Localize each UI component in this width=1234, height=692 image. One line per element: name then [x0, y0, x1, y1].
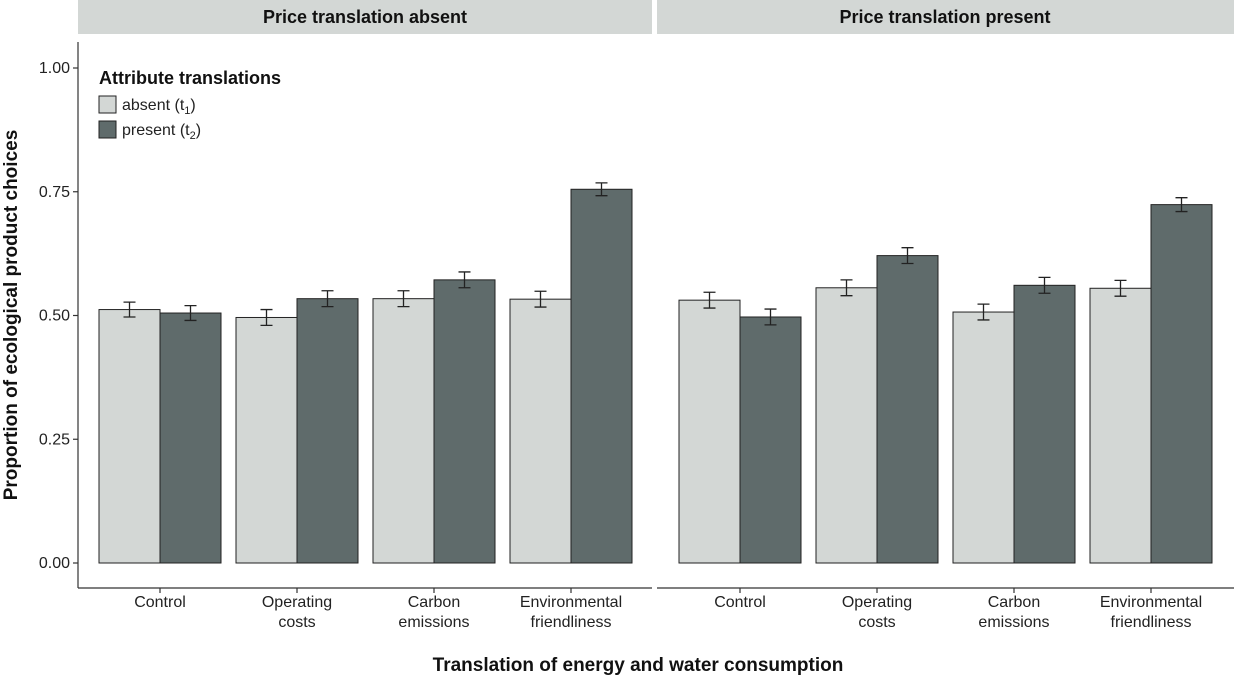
bars-layer — [98, 188, 1213, 564]
y-axis-ticks: 0.00 0.25 0.50 0.75 1.00 — [39, 60, 78, 572]
error-bar-price-present-environmental-friendliness-absent — [1114, 279, 1127, 297]
x-axis-ticks: Control Operating costs Carbon emissions Envi… — [134, 588, 1202, 631]
error-bar-price-present-environmental-friendliness-present — [1175, 197, 1188, 213]
bar-price-absent-control-present — [159, 312, 222, 564]
error-bar-price-absent-operating-costs-absent — [260, 308, 273, 327]
bar-price-present-control-present — [739, 316, 802, 564]
legend-swatch-absent — [98, 95, 117, 114]
bar-price-present-carbon-emissions-absent — [952, 311, 1015, 564]
error-bar-price-absent-control-absent — [123, 301, 136, 318]
y-tick-label: 0.25 — [39, 431, 70, 448]
error-bar-price-present-control-absent — [703, 291, 716, 309]
bar-price-absent-operating-costs-absent — [235, 316, 298, 564]
y-axis-title: Proportion of ecological product choices — [1, 130, 22, 501]
x-tick-label-price-absent-operating-costs: Operating costs — [262, 594, 332, 631]
facet-title-present: Price translation present — [839, 7, 1050, 27]
facet-strip-absent — [78, 0, 652, 34]
bar-price-absent-environmental-friendliness-absent — [509, 298, 572, 564]
y-tick-label: 0.75 — [39, 184, 70, 201]
bar-price-present-operating-costs-absent — [815, 287, 878, 564]
bar-price-absent-carbon-emissions-absent — [372, 298, 435, 564]
bar-price-present-environmental-friendliness-present — [1150, 204, 1213, 564]
x-axis-title: Translation of energy and water consumpt… — [433, 655, 844, 676]
error-bar-price-present-carbon-emissions-present — [1038, 276, 1051, 294]
x-tick-label-price-present-control: Control — [714, 594, 766, 611]
x-tick-label-price-absent-carbon-emissions: Carbon emissions — [398, 594, 469, 631]
x-tick-label-price-absent-control: Control — [134, 594, 186, 611]
error-bars-layer — [123, 182, 1188, 327]
error-bar-price-absent-carbon-emissions-present — [458, 271, 471, 289]
error-bar-price-absent-carbon-emissions-absent — [397, 290, 410, 308]
error-bar-price-present-control-present — [764, 308, 777, 326]
bar-price-absent-operating-costs-present — [296, 298, 359, 564]
error-bar-price-present-operating-costs-absent — [840, 279, 853, 297]
error-bar-price-present-carbon-emissions-absent — [977, 303, 990, 321]
bar-price-absent-control-absent — [98, 309, 161, 564]
legend-label-present: present (t2) — [122, 122, 201, 142]
y-tick-label: 0.00 — [39, 555, 70, 572]
bar-price-absent-environmental-friendliness-present — [570, 188, 633, 564]
legend: Attribute translations absent (t1) prese… — [98, 68, 281, 142]
legend-swatch-present — [98, 120, 117, 139]
bar-price-present-environmental-friendliness-absent — [1089, 287, 1152, 564]
error-bar-price-present-operating-costs-present — [901, 247, 914, 265]
facet-title-absent: Price translation absent — [263, 7, 467, 27]
bar-price-present-control-absent — [678, 299, 741, 564]
error-bar-price-absent-environmental-friendliness-present — [595, 182, 608, 197]
x-tick-label-price-present-operating-costs: Operating costs — [842, 594, 912, 631]
error-bar-price-absent-control-present — [184, 304, 197, 322]
x-tick-label-price-present-environmental-friendliness: Environmental friendliness — [1100, 594, 1202, 631]
x-tick-label-price-absent-environmental-friendliness: Environmental friendliness — [520, 594, 622, 631]
y-tick-label: 1.00 — [39, 60, 70, 77]
error-bar-price-absent-environmental-friendliness-absent — [534, 290, 547, 308]
legend-title: Attribute translations — [99, 68, 281, 88]
bar-price-present-operating-costs-present — [876, 255, 939, 564]
y-tick-label: 0.50 — [39, 308, 70, 325]
bar-price-absent-carbon-emissions-present — [433, 279, 496, 564]
x-tick-label-price-present-carbon-emissions: Carbon emissions — [978, 594, 1049, 631]
facet-strip-present — [657, 0, 1234, 34]
error-bar-price-absent-operating-costs-present — [321, 290, 334, 308]
legend-label-absent: absent (t1) — [122, 97, 196, 117]
bar-price-present-carbon-emissions-present — [1013, 284, 1076, 564]
